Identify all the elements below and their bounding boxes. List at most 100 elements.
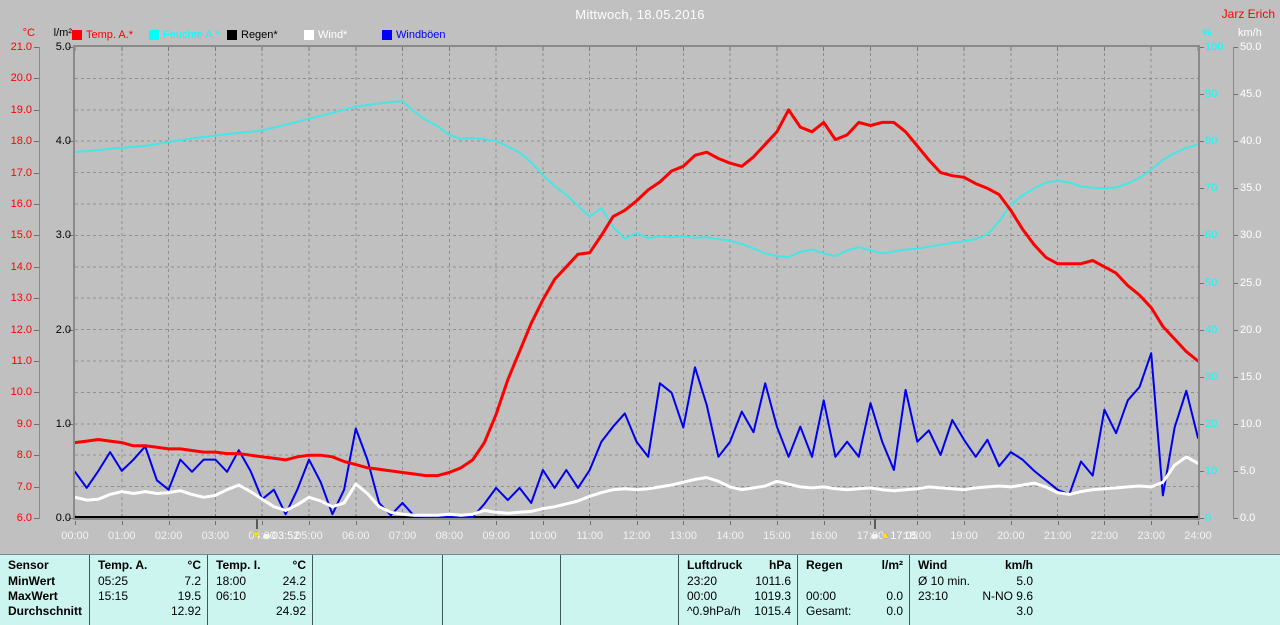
hour-tick xyxy=(870,521,872,525)
wind-axis-tick xyxy=(1234,329,1238,331)
hour-tick xyxy=(402,521,404,525)
hour-tick xyxy=(449,521,451,525)
time-axis-label: 11:00 xyxy=(576,530,604,542)
series-feuchtea xyxy=(74,100,1199,259)
humidity-axis-tick xyxy=(1200,518,1204,519)
table-cell-row: 24.92 xyxy=(208,604,313,619)
wind-axis-tick xyxy=(1234,188,1238,190)
wind-axis-tick xyxy=(1234,282,1238,284)
legend-item-1[interactable]: Temp. A.* xyxy=(72,29,133,41)
plot-area[interactable] xyxy=(73,45,1200,520)
table-column-tempi: Temp. I. °C 18:00 24.2 06:10 25.5 24.92 xyxy=(207,555,313,625)
arrow-up-icon: ▲ xyxy=(880,530,891,541)
temp-axis-tick xyxy=(34,486,39,488)
wind-axis-label: 35.0 xyxy=(1240,182,1262,195)
hour-tick xyxy=(1057,521,1059,525)
legend-item-4[interactable]: Wind* xyxy=(304,29,347,41)
table-cell-row: 3.0 xyxy=(910,604,1040,619)
humidity-axis-label: 30 xyxy=(1205,370,1218,383)
humidity-axis-label: 60 xyxy=(1205,229,1218,242)
hour-tick xyxy=(917,521,919,525)
temp-axis-tick xyxy=(34,235,39,237)
wind-axis-tick xyxy=(1234,141,1238,143)
legend-swatch xyxy=(72,30,82,40)
table-column-header: Temp. A. °C xyxy=(90,558,208,573)
table-column-tempa: Temp. A. °C 05:25 7.2 15:15 19.5 12.92 xyxy=(89,555,208,625)
time-axis-label: 09:00 xyxy=(482,530,510,542)
temp-axis-tick xyxy=(34,204,39,205)
table-cell-row: 06:10 25.5 xyxy=(208,589,313,604)
wind-axis-tick xyxy=(1234,423,1238,425)
rain-axis-label: 3.0 xyxy=(55,229,71,242)
column-unit: km/h xyxy=(1004,558,1033,572)
time-axis-label: 07:00 xyxy=(388,530,417,542)
humidity-axis-tick xyxy=(1200,376,1204,378)
time-axis-label: 15:00 xyxy=(763,530,791,542)
temp-axis-tick xyxy=(34,361,39,362)
table-column-empty xyxy=(312,555,443,625)
time-axis-label: 01:00 xyxy=(108,530,136,542)
rain-axis-label: 5.0 xyxy=(55,41,71,53)
hour-tick xyxy=(121,521,123,525)
temp-axis-label: 21.0 xyxy=(10,41,32,53)
legend-item-5[interactable]: Windböen xyxy=(382,29,446,41)
table-cell-row: Ø 10 min. 5.0 xyxy=(910,574,1040,589)
column-name: Temp. I. xyxy=(216,558,261,572)
table-column-wind: Wind km/h Ø 10 min. 5.0 23:10 N-NO 9.6 3.0 xyxy=(909,555,1040,625)
temp-axis-label: 15.0 xyxy=(10,229,32,242)
cell-value: 12.92 xyxy=(170,604,201,618)
table-cell-row: 18:00 24.2 xyxy=(208,574,313,589)
rain-axis-label: 1.0 xyxy=(55,417,71,430)
rain-axis-tick xyxy=(68,518,73,519)
hour-tick xyxy=(683,521,685,525)
temp-axis-tick xyxy=(34,109,39,111)
humidity-axis-label: 80 xyxy=(1205,135,1218,148)
table-cell-row: ^0.9hPa/h 1015.4 xyxy=(679,604,798,619)
rain-axis-tick xyxy=(68,235,73,237)
humidity-axis-label: 10 xyxy=(1205,464,1218,477)
column-name: Temp. A. xyxy=(98,558,148,572)
time-axis-label: 18:00 xyxy=(903,530,932,542)
hour-tick xyxy=(1198,521,1199,525)
wind-axis-label: 0.0 xyxy=(1240,512,1256,524)
marker-up: ▲ 17:05 xyxy=(869,530,918,542)
hour-tick xyxy=(168,521,170,525)
temp-axis-label: 12.0 xyxy=(10,323,32,336)
legend-item-2[interactable]: Feuchte A.* xyxy=(149,29,220,41)
time-axis-label: 19:00 xyxy=(950,530,978,542)
cell-time: Ø 10 min. xyxy=(918,574,971,588)
station-name: Jarz Erich xyxy=(1221,7,1275,21)
hour-tick xyxy=(823,521,825,525)
time-axis-label: 20:00 xyxy=(997,530,1025,542)
time-axis-label: 00:00 xyxy=(61,530,89,542)
cell-value: 1011.6 xyxy=(755,574,791,588)
table-column-header: Temp. I. °C xyxy=(208,558,313,573)
wind-axis-label: 45.0 xyxy=(1240,88,1262,101)
sun-icon xyxy=(262,533,270,539)
temp-axis-tick xyxy=(34,423,39,425)
temp-axis-tick xyxy=(34,329,39,331)
humidity-axis-tick xyxy=(1200,470,1204,472)
table-cell-row: 12.92 xyxy=(90,604,208,619)
cell-value: 25.5 xyxy=(282,589,306,603)
cell-time: 06:10 xyxy=(216,589,247,603)
cell-time: 23:20 xyxy=(687,574,718,588)
legend-item-3[interactable]: Regen* xyxy=(227,29,278,41)
series-tempa xyxy=(73,108,1200,478)
humidity-axis-tick xyxy=(1200,423,1204,425)
wind-axis-label: 20.0 xyxy=(1240,323,1262,336)
table-cell-row: 00:00 1019.3 xyxy=(679,589,798,604)
hour-tick xyxy=(215,521,217,525)
cell-value: 24.92 xyxy=(275,604,306,618)
table-row-label-column: Sensor MinWert MaxWert Durchschnitt xyxy=(0,555,89,625)
humidity-axis-label: 90 xyxy=(1205,88,1218,101)
humidity-axis-label: 20 xyxy=(1205,417,1218,430)
marker-tick xyxy=(874,519,877,529)
humidity-axis-label: 50 xyxy=(1205,276,1218,289)
table-column-luftdruck: Luftdruck hPa 23:20 1011.6 00:00 1019.3 ^0.9hP… xyxy=(678,555,798,625)
rain-axis-tick xyxy=(68,47,73,48)
wind-axis-tick xyxy=(1234,235,1238,237)
hour-tick xyxy=(636,521,638,525)
wind-axis-tick xyxy=(1234,518,1238,519)
cell-time: 05:25 xyxy=(98,574,129,588)
